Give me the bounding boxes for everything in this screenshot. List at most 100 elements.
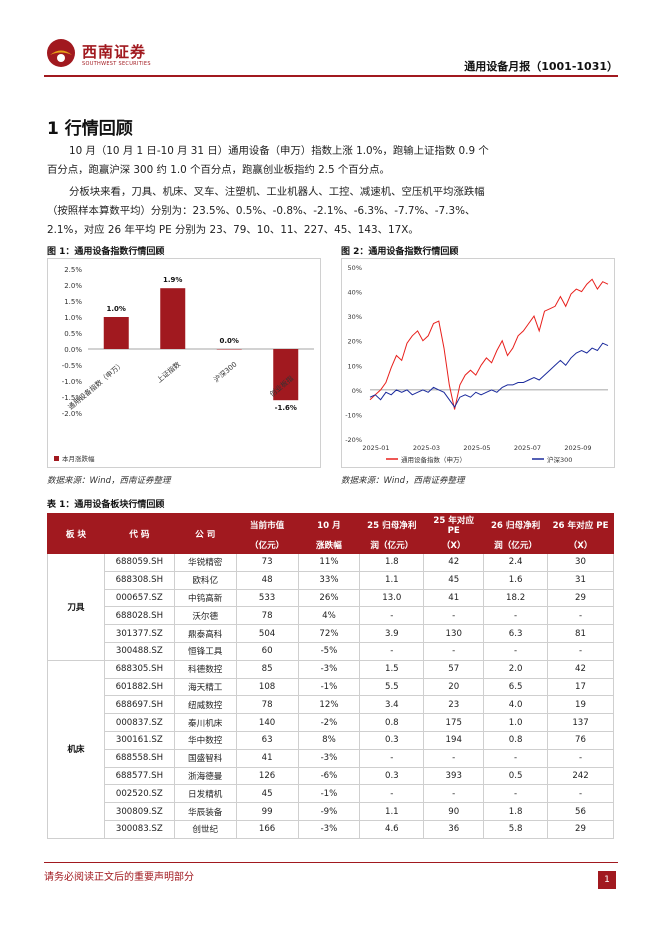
pe25-cell: 130 bbox=[424, 625, 484, 643]
x-tick-label: 2025-09 bbox=[564, 444, 591, 452]
np25-cell: 0.3 bbox=[360, 731, 424, 749]
company-cell: 国盛智科 bbox=[174, 749, 236, 767]
bar bbox=[160, 288, 185, 349]
header-np25: 25 归母净利 bbox=[360, 514, 424, 537]
y-tick-label: 0% bbox=[352, 387, 362, 395]
header-code: 代 码 bbox=[104, 514, 174, 554]
table-row: 688577.SH 浙海德曼 126 -6% 0.3 393 0.5 242 bbox=[48, 767, 614, 785]
mcap-cell: 41 bbox=[236, 749, 298, 767]
mcap-cell: 60 bbox=[236, 642, 298, 660]
change-cell: -3% bbox=[298, 660, 360, 678]
mcap-cell: 126 bbox=[236, 767, 298, 785]
table-row: 688028.SH 沃尔德 78 4% - - - - bbox=[48, 607, 614, 625]
pe25-cell: 42 bbox=[424, 554, 484, 572]
np26-cell: 4.0 bbox=[484, 696, 548, 714]
change-cell: -3% bbox=[298, 749, 360, 767]
figure2-chart: 50% 40% 30% 20% 10% 0% -10% -20% 2025-01 2025-03 2… bbox=[341, 258, 615, 468]
change-cell: -1% bbox=[298, 785, 360, 803]
np25-cell: 0.8 bbox=[360, 714, 424, 732]
code-cell: 688028.SH bbox=[104, 607, 174, 625]
company-cell: 浙海德曼 bbox=[174, 767, 236, 785]
table-row: 000657.SZ 中钨高新 533 26% 13.0 41 18.2 29 bbox=[48, 589, 614, 607]
pe25-cell: - bbox=[424, 642, 484, 660]
line-chart: 50% 40% 30% 20% 10% 0% -10% -20%2025-01 2025-03 2… bbox=[342, 259, 614, 467]
company-cell: 华辰装备 bbox=[174, 803, 236, 821]
code-cell: 601882.SH bbox=[104, 678, 174, 696]
company-cell: 沃尔德 bbox=[174, 607, 236, 625]
sector-review-paragraph: 分板块来看，刀具、机床、叉车、注塑机、工业机器人、工控、减速机、空压机平均涨跌幅… bbox=[47, 183, 499, 240]
bar-data-label: 1.0% bbox=[107, 305, 126, 313]
legend-label: 本月涨跌幅 bbox=[62, 454, 95, 463]
pe25-cell: 57 bbox=[424, 660, 484, 678]
np25-cell: 1.1 bbox=[360, 571, 424, 589]
y-tick-label: -10% bbox=[345, 411, 362, 419]
np26-cell: 1.0 bbox=[484, 714, 548, 732]
page-header: 西南证券 SOUTHWEST SECURITIES 通用设备月报（1001-10… bbox=[44, 36, 618, 76]
header-np26: 26 归母净利 bbox=[484, 514, 548, 537]
y-tick-label: 40% bbox=[348, 289, 362, 297]
pe25-cell: 90 bbox=[424, 803, 484, 821]
y-tick-label: 2.5% bbox=[64, 266, 82, 274]
code-cell: 688577.SH bbox=[104, 767, 174, 785]
y-tick-label: 0.0% bbox=[64, 346, 82, 354]
pe26-cell: 42 bbox=[548, 660, 614, 678]
pe25-cell: - bbox=[424, 749, 484, 767]
table-row: 刀具 688059.SH 华锐精密 73 11% 1.8 42 2.4 30 bbox=[48, 554, 614, 572]
pe25-cell: 36 bbox=[424, 820, 484, 838]
pe25-cell: - bbox=[424, 785, 484, 803]
series-line-hs300 bbox=[370, 343, 608, 407]
bar-chart: 2.5% 2.0% 1.5% 1.0% 0.5% 0.0% -0.5% -1.0% -1.5% -… bbox=[48, 259, 320, 467]
brand-logo-icon bbox=[46, 38, 76, 68]
np26-cell: 2.4 bbox=[484, 554, 548, 572]
np25-cell: 4.6 bbox=[360, 820, 424, 838]
table-row: 688558.SH 国盛智科 41 -3% - - - - bbox=[48, 749, 614, 767]
page-number: 1 bbox=[598, 871, 616, 889]
pe25-cell: 41 bbox=[424, 589, 484, 607]
change-cell: -6% bbox=[298, 767, 360, 785]
change-cell: -3% bbox=[298, 820, 360, 838]
change-cell: 4% bbox=[298, 607, 360, 625]
code-cell: 688558.SH bbox=[104, 749, 174, 767]
code-cell: 688059.SH bbox=[104, 554, 174, 572]
np25-cell: 5.5 bbox=[360, 678, 424, 696]
pe26-cell: 29 bbox=[548, 820, 614, 838]
section-title: 1 行情回顾 bbox=[47, 114, 133, 139]
np26-cell: - bbox=[484, 749, 548, 767]
figure2-title: 图 2：通用设备指数行情回顾 bbox=[341, 244, 458, 257]
np25-cell: 13.0 bbox=[360, 589, 424, 607]
np25-cell: 0.3 bbox=[360, 767, 424, 785]
y-tick-label: 2.0% bbox=[64, 282, 82, 290]
company-cell: 纽威数控 bbox=[174, 696, 236, 714]
mcap-cell: 504 bbox=[236, 625, 298, 643]
header-mcap-unit: （亿元） bbox=[236, 537, 298, 554]
x-category-label: 上证指数 bbox=[155, 360, 182, 385]
x-tick-label: 2025-03 bbox=[413, 444, 440, 452]
code-cell: 300083.SZ bbox=[104, 820, 174, 838]
mcap-cell: 63 bbox=[236, 731, 298, 749]
mcap-cell: 45 bbox=[236, 785, 298, 803]
change-cell: 26% bbox=[298, 589, 360, 607]
np26-cell: 5.8 bbox=[484, 820, 548, 838]
y-tick-label: -0.5% bbox=[62, 362, 83, 370]
legend-label: 沪深300 bbox=[547, 455, 572, 464]
footer-disclaimer: 请务必阅读正文后的重要声明部分 bbox=[44, 868, 194, 883]
mcap-cell: 78 bbox=[236, 696, 298, 714]
np25-cell: - bbox=[360, 749, 424, 767]
table-header-row: 板 块 代 码 公 司 当前市值 10 月 25 归母净利 25 年对应 PE … bbox=[48, 514, 614, 537]
np26-cell: 0.8 bbox=[484, 731, 548, 749]
code-cell: 688308.SH bbox=[104, 571, 174, 589]
y-tick-label: 20% bbox=[348, 338, 362, 346]
y-tick-label: -20% bbox=[345, 436, 362, 444]
y-tick-label: 30% bbox=[348, 313, 362, 321]
table-row: 301377.SZ 鼎泰高科 504 72% 3.9 130 6.3 81 bbox=[48, 625, 614, 643]
x-category-label: 沪深300 bbox=[212, 360, 239, 384]
table-row: 688308.SH 欧科亿 48 33% 1.1 45 1.6 31 bbox=[48, 571, 614, 589]
table-row: 688697.SH 纽威数控 78 12% 3.4 23 4.0 19 bbox=[48, 696, 614, 714]
company-cell: 日发精机 bbox=[174, 785, 236, 803]
mcap-cell: 85 bbox=[236, 660, 298, 678]
pe26-cell: 242 bbox=[548, 767, 614, 785]
pe25-cell: 194 bbox=[424, 731, 484, 749]
bar-data-label: 0.0% bbox=[220, 337, 239, 345]
table-body: 刀具 688059.SH 华锐精密 73 11% 1.8 42 2.4 30 688308.SH 欧… bbox=[48, 554, 614, 839]
np25-cell: - bbox=[360, 607, 424, 625]
